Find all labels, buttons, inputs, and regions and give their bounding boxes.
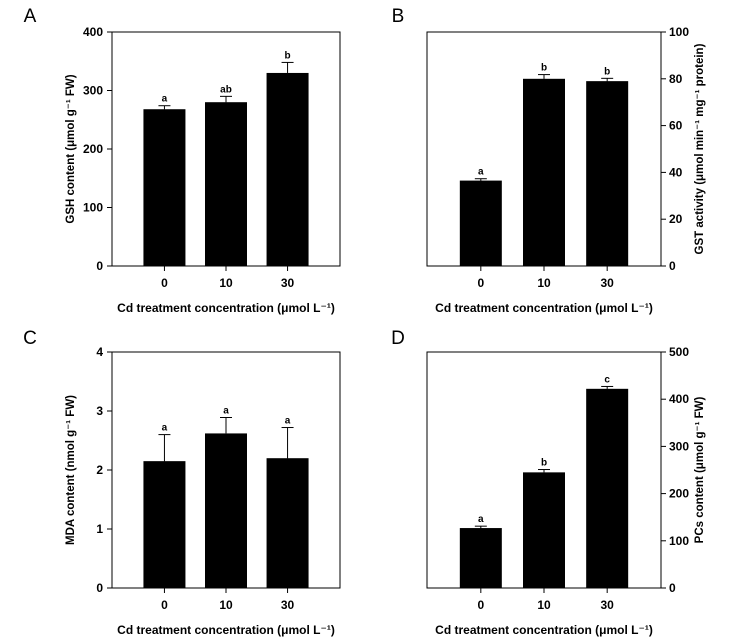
y-tick-label: 300 [669, 439, 689, 453]
y-tick-label: 20 [669, 212, 683, 226]
significance-label: ab [220, 84, 232, 95]
x-tick-label: 10 [219, 598, 233, 612]
y-tick-label: 0 [96, 581, 103, 595]
y-tick-label: 100 [669, 534, 689, 548]
panel-label: A [24, 6, 37, 27]
significance-label: b [285, 50, 291, 61]
x-tick-label: 30 [601, 276, 615, 290]
y-tick-label: 0 [669, 581, 676, 595]
x-tick-label: 0 [477, 598, 484, 612]
y-tick-label: 4 [96, 345, 103, 359]
bar-0 [459, 180, 502, 266]
x-axis-title: Cd treatment concentration (μmol L⁻¹) [435, 301, 653, 315]
bar-0 [459, 528, 502, 588]
x-tick-label: 30 [281, 598, 295, 612]
significance-label: a [162, 94, 168, 105]
significance-label: a [162, 423, 168, 434]
y-tick-label: 100 [83, 201, 103, 215]
y-tick-label: 0 [669, 259, 676, 273]
x-tick-label: 0 [477, 276, 484, 290]
x-tick-label: 10 [537, 598, 551, 612]
y-tick-label: 400 [83, 25, 103, 39]
significance-label: c [604, 374, 610, 385]
y-tick-label: 80 [669, 72, 683, 86]
y-tick-label: 500 [669, 345, 689, 359]
bar-30 [266, 72, 309, 266]
panel-d: D 0 100 200 300 400 500 a 0 b 10 c 30 Cd treatment co… [391, 328, 706, 637]
bar-10 [205, 433, 247, 588]
x-tick-label: 30 [281, 276, 295, 290]
panel-b: B 0 20 40 60 80 100 a 0 b 10 b 30 Cd treatment concen… [392, 6, 706, 315]
x-axis-title: Cd treatment concentration (μmol L⁻¹) [117, 301, 335, 315]
significance-label: a [478, 167, 484, 178]
y-tick-label: 60 [669, 119, 683, 133]
x-axis-title: Cd treatment concentration (μmol L⁻¹) [435, 623, 653, 637]
significance-label: b [541, 458, 547, 469]
y-tick-label: 400 [669, 392, 689, 406]
panel-c: C 0 1 2 3 4 a 0 a 10 a 30 Cd treatment concentration… [23, 328, 341, 637]
y-tick-label: 2 [96, 463, 103, 477]
significance-label: a [478, 514, 484, 525]
y-axis-title: GST activity (μmol min⁻¹ mg⁻¹ protein) [694, 43, 706, 254]
panel-a: A 0 100 200 300 400 a 0 ab 10 b 30 Cd treatment conc… [24, 6, 341, 315]
y-tick-label: 1 [96, 522, 103, 536]
bar-10 [205, 102, 247, 266]
x-tick-label: 10 [537, 276, 551, 290]
y-tick-label: 40 [669, 165, 683, 179]
y-tick-label: 300 [83, 84, 103, 98]
bar-10 [523, 78, 565, 266]
x-tick-label: 30 [601, 598, 615, 612]
panel-label: D [391, 328, 405, 349]
significance-label: b [541, 63, 547, 74]
y-tick-label: 0 [96, 259, 103, 273]
x-axis-title: Cd treatment concentration (μmol L⁻¹) [117, 623, 335, 637]
y-tick-label: 200 [669, 487, 689, 501]
x-tick-label: 0 [161, 598, 168, 612]
y-tick-label: 100 [669, 25, 689, 39]
significance-label: a [285, 416, 291, 427]
bar-0 [143, 109, 186, 266]
x-tick-label: 0 [161, 276, 168, 290]
significance-label: b [604, 66, 610, 77]
y-axis-title: GSH content (μmol g⁻¹ FW) [65, 74, 77, 223]
panel-label: C [23, 328, 37, 349]
x-tick-label: 10 [219, 276, 233, 290]
panel-label: B [392, 6, 405, 27]
significance-label: a [223, 405, 229, 416]
y-axis-title: PCs content (μmol g⁻¹ FW) [694, 397, 706, 544]
bar-10 [523, 472, 565, 588]
y-axis-title: MDA content (nmol g⁻¹ FW) [65, 395, 77, 545]
y-tick-label: 200 [83, 142, 103, 156]
bar-30 [586, 81, 629, 266]
y-tick-label: 3 [96, 404, 103, 418]
bar-30 [586, 388, 629, 588]
